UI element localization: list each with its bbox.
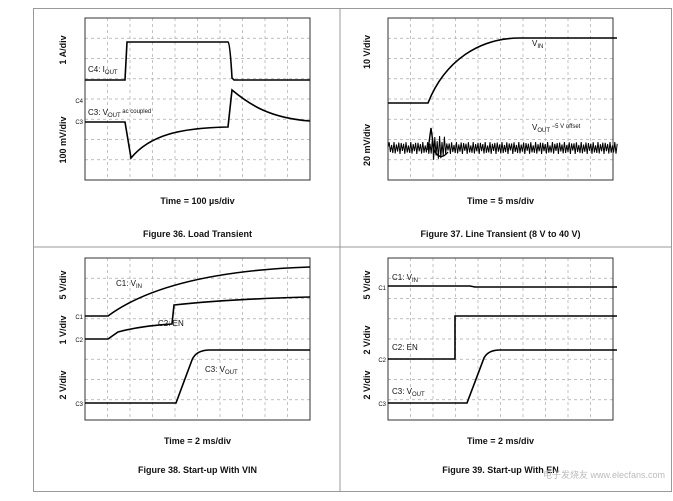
- trace-label: C1: VIN: [392, 273, 418, 284]
- trace-label: C2: EN: [158, 319, 184, 328]
- trace-label-sub: OUT: [108, 113, 121, 119]
- time-label: Time = 2 ms/div: [467, 436, 534, 446]
- trace-label-note: −5 V offset: [550, 124, 581, 130]
- channel-marker: C2: [75, 338, 83, 344]
- y-axis-label: 5 V/div: [362, 270, 372, 299]
- y-axis-label: 2 V/div: [58, 370, 68, 399]
- trace-label-text: C3: V: [205, 365, 226, 374]
- waveform: [85, 41, 310, 81]
- trace-label: C3: VOUT: [392, 387, 425, 398]
- waveform: [427, 127, 449, 158]
- trace-label: C4: IOUT: [88, 65, 118, 76]
- y-axis-label: 20 mV/div: [362, 124, 372, 166]
- trace-label-sub: OUT: [105, 70, 118, 76]
- watermark: 电子发烧友 www.elecfans.com: [543, 469, 665, 480]
- channel-marker: C3: [378, 402, 386, 408]
- figure-caption: Figure 37. Line Transient (8 V to 40 V): [420, 229, 580, 239]
- waveform: [388, 349, 617, 404]
- waveform: [85, 349, 310, 404]
- plot-frame: [387, 17, 614, 181]
- y-axis-label: 1 V/div: [58, 315, 68, 344]
- time-label: Time = 5 ms/div: [467, 196, 534, 206]
- trace-label-sub: IN: [136, 284, 142, 290]
- trace-label: VOUT −5 V offset: [532, 123, 581, 134]
- trace-label: C1: VIN: [116, 279, 142, 290]
- y-axis-label: 5 V/div: [58, 270, 68, 299]
- trace-label: C3: VOUT ac coupled: [88, 108, 151, 119]
- trace-label-note: ac coupled: [121, 109, 152, 115]
- channel-marker: C1: [378, 286, 386, 292]
- channel-marker: C2: [378, 358, 386, 364]
- y-axis-label: 2 V/div: [362, 370, 372, 399]
- y-axis-label: 10 V/div: [362, 35, 372, 69]
- figure-caption: Figure 36. Load Transient: [143, 229, 252, 239]
- trace-label-text: C3: V: [392, 387, 413, 396]
- time-label: Time = 100 µs/div: [160, 196, 234, 206]
- figure-caption: Figure 38. Start-up With VIN: [138, 465, 257, 475]
- channel-marker: C1: [75, 315, 83, 321]
- channel-marker: C3: [75, 120, 83, 126]
- trace-label-text: V: [532, 123, 538, 132]
- plot-frame: [84, 17, 311, 181]
- waveform: [85, 296, 311, 340]
- waveform: [85, 88, 311, 160]
- channel-marker: C3: [75, 402, 83, 408]
- trace-label: C2: EN: [392, 343, 418, 352]
- y-axis-label: 100 mV/div: [58, 116, 68, 163]
- trace-label-text: C2: EN: [392, 343, 418, 352]
- trace-label-text: C4: I: [88, 65, 105, 74]
- trace-label-text: C2: EN: [158, 319, 184, 328]
- trace-label-text: C1: V: [116, 279, 137, 288]
- waveform: [388, 37, 617, 104]
- time-label: Time = 2 ms/div: [164, 436, 231, 446]
- waveform: [388, 315, 617, 360]
- waveform: [85, 266, 311, 317]
- y-axis-label: 2 V/div: [362, 325, 372, 354]
- trace-label-sub: OUT: [537, 128, 550, 134]
- trace-label: C3: VOUT: [205, 365, 238, 376]
- trace-label: VIN: [532, 39, 543, 50]
- trace-label-text: C3: V: [88, 108, 109, 117]
- trace-label-text: V: [532, 39, 538, 48]
- outer-frame: [33, 8, 672, 492]
- trace-label-sub: IN: [537, 44, 543, 50]
- figure-caption: Figure 39. Start-up With EN: [442, 465, 558, 475]
- waveform: [387, 135, 618, 160]
- trace-label-text: C1: V: [392, 273, 413, 282]
- trace-label-sub: IN: [412, 278, 418, 284]
- waveform: [388, 285, 617, 288]
- trace-label-sub: OUT: [412, 392, 425, 398]
- trace-label-sub: OUT: [225, 370, 238, 376]
- channel-marker: C4: [75, 99, 83, 105]
- plot-frame: [387, 257, 614, 421]
- y-axis-label: 1 A/div: [58, 35, 68, 64]
